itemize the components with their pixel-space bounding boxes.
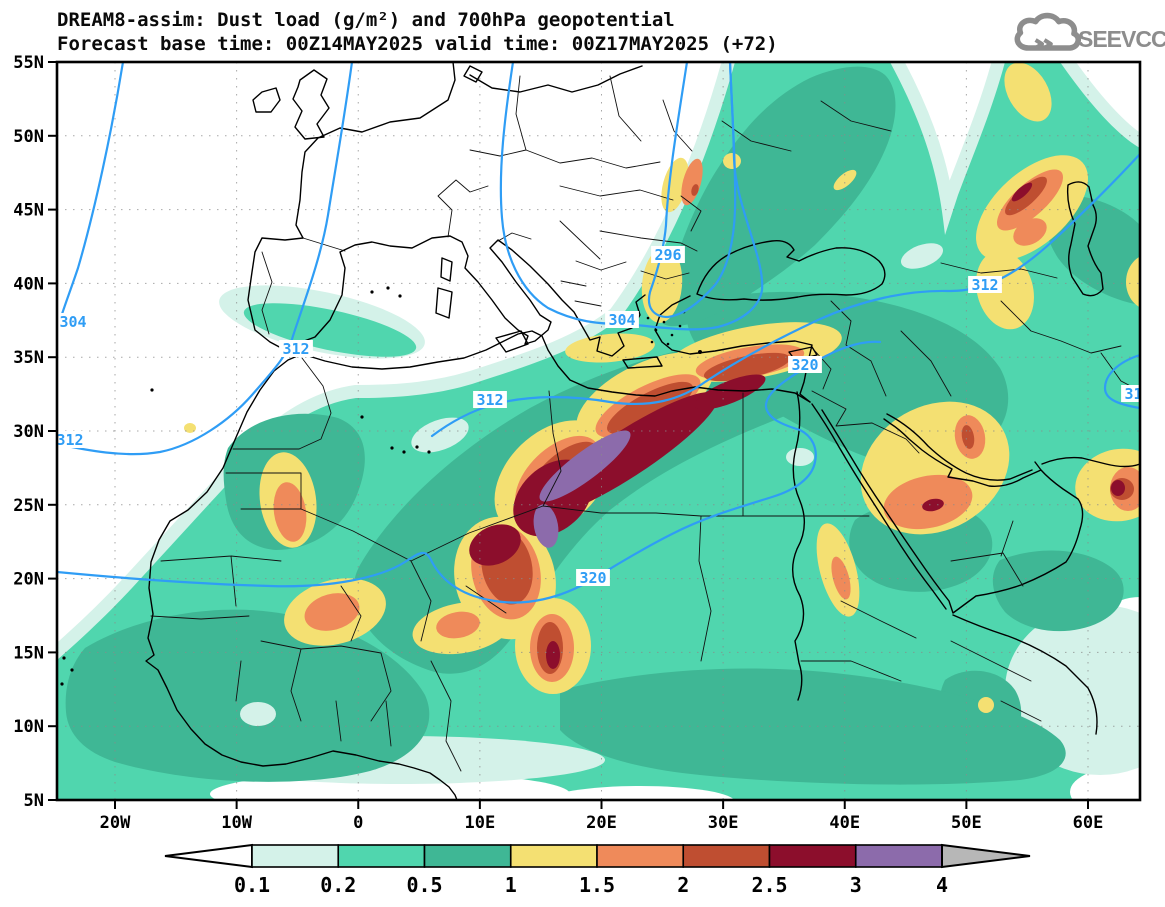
lat-tick-label: 30N: [13, 422, 44, 442]
chart-subtitle: Forecast base time: 00Z14MAY2025 valid t…: [57, 33, 778, 55]
geopotential-contour-label: 320: [791, 356, 818, 374]
geopotential-labels: 304 312 312 312 304 296 320 320 312 312: [56, 246, 1151, 587]
lat-tick-label: 20N: [13, 570, 44, 590]
colorbar-segment: [337, 844, 426, 868]
geopotential-contour-label: 312: [1124, 385, 1151, 403]
lon-tick-label: 10W: [221, 813, 252, 833]
colorbar-segment: [854, 844, 943, 868]
colorbar-segment: [423, 844, 512, 868]
lat-tick-label: 40N: [13, 274, 44, 294]
colorbar-segment: [596, 844, 685, 868]
colorbar-segment: [509, 844, 598, 868]
geo-label-halo: [57, 313, 90, 330]
lat-tick-label: 15N: [13, 643, 44, 663]
colorbar-label: 0.1: [234, 873, 270, 897]
colorbar-label: 1: [505, 873, 517, 897]
lon-tick-label: 50E: [951, 813, 982, 833]
seevccc-logo: SEEVCCC: [1014, 12, 1165, 52]
small-islands: [60, 286, 702, 686]
lon-tick-label: 10E: [465, 813, 496, 833]
lon-tick-label: 60E: [1073, 813, 1104, 833]
geopotential-contour-label: 312: [56, 431, 83, 449]
colorbar-under-arrow: [164, 843, 253, 869]
chart-title: DREAM8-assim: Dust load (g/m²) and 700hP…: [57, 9, 675, 31]
colorbar-segment: [682, 844, 771, 868]
cloud-icon: [1014, 12, 1082, 51]
dust-fill-layer: [57, 62, 1140, 800]
colorbar-label: 1.5: [579, 873, 615, 897]
colorbar-label: 4: [936, 873, 948, 897]
geo-label-halo: [279, 340, 313, 357]
lat-tick-label: 10N: [13, 717, 44, 737]
colorbar-label: 0.2: [320, 873, 356, 897]
lat-tick-label: 50N: [13, 127, 44, 147]
colorbar: 0.1 0.2 0.5 1 1.5 2 2.5 3 4: [164, 843, 1031, 897]
colorbar-label: 2.5: [751, 873, 787, 897]
geopotential-contour-label: 312: [282, 340, 309, 358]
lon-tick-label: 30E: [708, 813, 739, 833]
coastlines: [60, 62, 1140, 800]
colorbar-segment: [768, 844, 857, 868]
geo-label-halo: [968, 276, 1002, 293]
graticule: [57, 62, 1140, 800]
lat-tick-label: 55N: [13, 53, 44, 73]
lat-axis: 55N 50N 45N 40N 35N 30N 25N 20N 15N 10N 5N: [13, 53, 57, 811]
colorbar-label: 3: [850, 873, 862, 897]
geopotential-contour-label: 312: [476, 391, 503, 409]
colorbar-label: 0.5: [406, 873, 442, 897]
geopotential-contour-label: 296: [654, 246, 681, 264]
geo-label-halo: [576, 569, 610, 586]
lon-axis: 20W 10W 0 10E 20E 30E 40E 50E 60E: [100, 800, 1104, 833]
colorbar-label: 2: [677, 873, 689, 897]
geo-label-halo: [605, 311, 639, 328]
geo-label-halo: [473, 391, 507, 408]
geo-label-halo: [1121, 385, 1140, 402]
geopotential-contour-label: 304: [608, 311, 635, 329]
logo-text: SEEVCCC: [1078, 26, 1165, 52]
lat-tick-label: 25N: [13, 496, 44, 516]
lon-tick-label: 0: [353, 813, 363, 833]
lon-tick-label: 20W: [100, 813, 131, 833]
geopotential-contour-label: 304: [59, 313, 86, 331]
map-content: 304 312 312 312 304 296 320 320 312 312: [56, 62, 1151, 800]
lat-tick-label: 35N: [13, 348, 44, 368]
geopotential-contour-label: 320: [579, 569, 606, 587]
geo-label-halo: [788, 356, 822, 373]
geopotential-contour-label: 312: [971, 276, 998, 294]
colorbar-segment: [251, 844, 340, 868]
geo-label-halo: [651, 246, 685, 263]
lon-tick-label: 40E: [829, 813, 860, 833]
lat-tick-label: 5N: [24, 791, 44, 811]
lat-tick-label: 45N: [13, 201, 44, 221]
geo-label-halo: [57, 431, 87, 448]
colorbar-over-arrow: [941, 843, 1031, 869]
lon-tick-label: 20E: [586, 813, 617, 833]
